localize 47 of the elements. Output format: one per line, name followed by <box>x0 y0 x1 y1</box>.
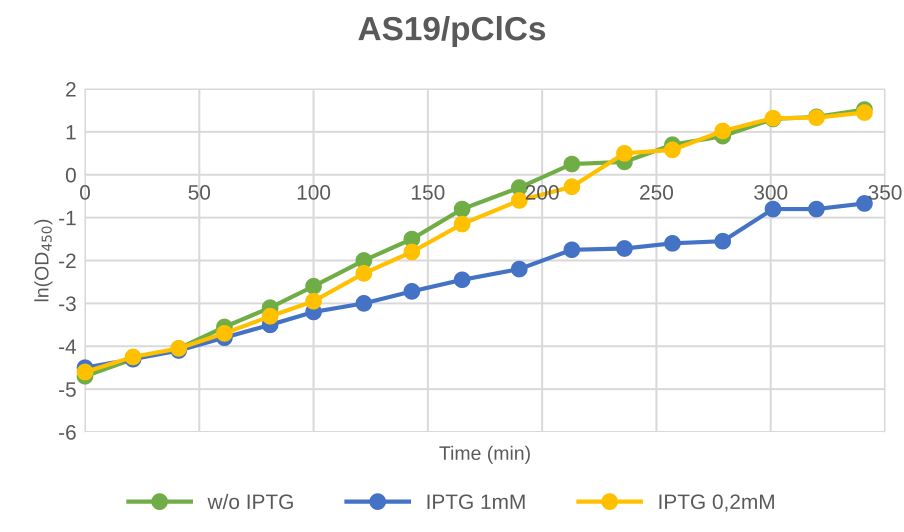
point <box>714 122 732 140</box>
point <box>76 364 94 380</box>
x-tick-label: 150 <box>412 185 444 200</box>
point <box>664 235 681 252</box>
x-tick-label: 250 <box>640 185 673 200</box>
point <box>808 200 825 218</box>
y-tick-label: -6 <box>59 425 76 440</box>
y-tick-label: 1 <box>66 125 76 140</box>
point <box>454 216 470 232</box>
point <box>454 200 470 218</box>
point <box>564 241 580 258</box>
point <box>356 265 372 282</box>
y-tick-label: -5 <box>59 382 76 397</box>
point <box>305 278 322 295</box>
point <box>764 200 782 218</box>
y-tick-label: -3 <box>59 296 76 312</box>
point <box>404 244 420 260</box>
point <box>216 325 233 342</box>
point <box>510 260 528 278</box>
y-tick-label: -2 <box>59 254 76 268</box>
point <box>856 104 873 121</box>
y-tick-label: -1 <box>59 210 76 226</box>
x-tick-label: 100 <box>298 185 330 200</box>
point <box>664 142 681 158</box>
point <box>564 156 580 172</box>
point <box>616 144 633 162</box>
y-tick-label: 0 <box>66 168 76 183</box>
legend-label: IPTG 0,2mM <box>659 494 774 512</box>
chart-title: AS19/pClCs <box>358 16 546 48</box>
point <box>305 292 322 310</box>
x-tick-label: 0 <box>80 185 90 200</box>
point <box>404 283 420 300</box>
point <box>356 295 372 312</box>
point <box>616 240 633 257</box>
legend-label: IPTG 1mM <box>428 494 525 510</box>
y-tick-label: -4 <box>59 339 76 354</box>
x-axis-title: Time (min) <box>439 446 530 464</box>
point <box>454 271 470 288</box>
y-axis-title: ln(OD$_{450}$) <box>34 220 52 302</box>
x-tick-label: 300 <box>754 185 788 200</box>
legend-label: w/o IPTG <box>208 494 293 510</box>
x-tick-label: 50 <box>188 185 210 200</box>
point <box>714 232 732 250</box>
point <box>564 178 580 196</box>
y-tick-label: 2 <box>66 82 76 97</box>
x-tick-label: 350 <box>868 185 902 200</box>
point <box>262 308 278 325</box>
